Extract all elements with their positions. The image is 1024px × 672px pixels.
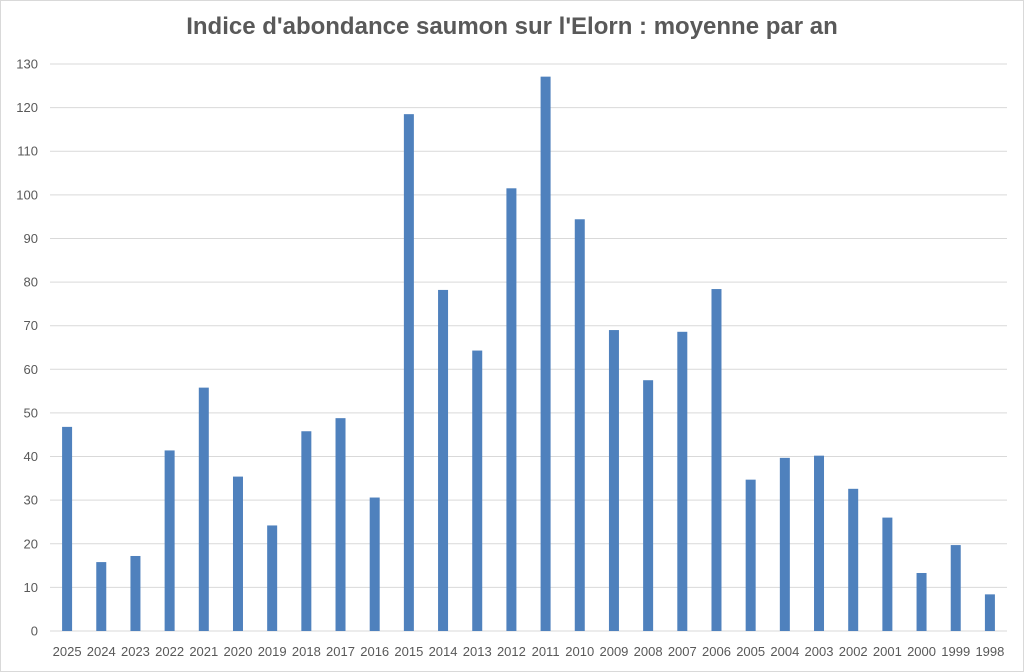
bar-2020 — [232, 476, 243, 631]
x-tick-label: 2022 — [155, 644, 184, 659]
x-tick-label: 2021 — [189, 644, 218, 659]
bar-2022 — [164, 450, 175, 631]
bar-2013 — [472, 350, 483, 631]
y-tick-label: 80 — [24, 275, 38, 290]
x-tick-label: 2008 — [634, 644, 663, 659]
y-tick-label: 40 — [24, 449, 38, 464]
x-tick-label: 2006 — [702, 644, 731, 659]
bar-2010 — [574, 219, 585, 632]
y-tick-label: 60 — [24, 362, 38, 377]
bar-2007 — [677, 331, 688, 631]
x-tick-label: 2001 — [873, 644, 902, 659]
bar-2014 — [438, 289, 449, 631]
chart-title: Indice d'abondance saumon sur l'Elorn : … — [186, 13, 838, 40]
bar-2004 — [779, 457, 790, 631]
x-tick-label: 2013 — [463, 644, 492, 659]
x-axis-ticks: 2025 2024 2023 2022 2021 2020 2019 2018 2017 2016… — [53, 644, 1005, 659]
bar-2011 — [540, 76, 551, 632]
bar-2017 — [335, 418, 346, 631]
bar-2002 — [848, 488, 859, 631]
bar-2025 — [62, 426, 73, 631]
x-tick-label: 2014 — [429, 644, 458, 659]
bar-2012 — [506, 188, 517, 632]
bar-2015 — [403, 114, 414, 631]
x-tick-label: 2003 — [805, 644, 834, 659]
bar-2006 — [711, 289, 722, 631]
gridlines — [50, 63, 1007, 632]
bars — [62, 76, 995, 632]
x-tick-label: 2010 — [565, 644, 594, 659]
x-tick-label: 2019 — [258, 644, 287, 659]
bar-2005 — [745, 479, 756, 631]
bar-2024 — [96, 562, 107, 631]
x-tick-label: 1999 — [941, 644, 970, 659]
x-tick-label: 2017 — [326, 644, 355, 659]
x-tick-label: 2000 — [907, 644, 936, 659]
y-tick-label: 70 — [24, 318, 38, 333]
x-tick-label: 2005 — [736, 644, 765, 659]
x-tick-label: 2025 — [53, 644, 82, 659]
x-tick-label: 2002 — [839, 644, 868, 659]
y-tick-label: 110 — [17, 144, 38, 159]
x-tick-label: 2011 — [532, 644, 560, 659]
bar-2000 — [916, 572, 927, 631]
x-tick-label: 1998 — [975, 644, 1004, 659]
y-tick-label: 10 — [24, 580, 38, 595]
bar-2018 — [301, 431, 312, 631]
x-tick-label: 2023 — [121, 644, 150, 659]
y-tick-label: 50 — [24, 405, 38, 420]
y-tick-label: 120 — [16, 100, 38, 115]
y-tick-label: 90 — [24, 231, 38, 246]
x-tick-label: 2012 — [497, 644, 526, 659]
bar-2016 — [369, 497, 380, 631]
y-tick-label: 30 — [24, 493, 38, 508]
bar-2008 — [643, 380, 654, 631]
y-tick-label: 20 — [24, 536, 38, 551]
y-axis-ticks: 0 10 20 30 40 50 60 70 80 90 100 110 120 130 — [16, 57, 38, 639]
x-tick-label: 2015 — [394, 644, 423, 659]
bar-2019 — [267, 525, 278, 631]
x-tick-label: 2018 — [292, 644, 321, 659]
x-tick-label: 2016 — [360, 644, 389, 659]
y-tick-label: 130 — [16, 57, 38, 72]
bar-1998 — [984, 594, 995, 631]
bar-2023 — [130, 555, 141, 631]
x-tick-label: 2007 — [668, 644, 697, 659]
x-tick-label: 2009 — [599, 644, 628, 659]
bar-2009 — [608, 330, 619, 631]
x-tick-label: 2004 — [770, 644, 799, 659]
bar-2003 — [814, 455, 825, 631]
bar-2001 — [882, 517, 893, 631]
x-tick-label: 2024 — [87, 644, 116, 659]
bar-2021 — [198, 387, 209, 631]
y-tick-label: 0 — [31, 624, 38, 639]
bar-1999 — [950, 545, 961, 631]
x-tick-label: 2020 — [224, 644, 253, 659]
y-tick-label: 100 — [16, 187, 38, 202]
